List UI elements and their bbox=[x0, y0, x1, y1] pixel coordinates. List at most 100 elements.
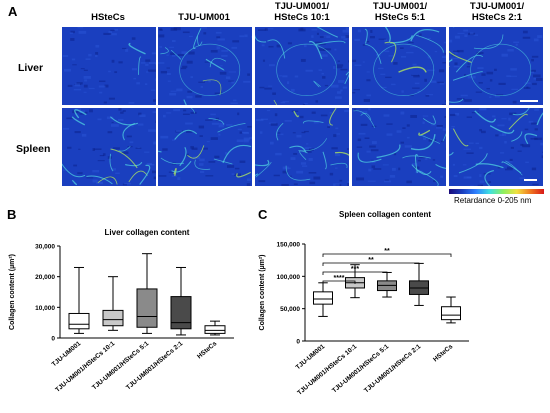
x-tick-label: TJU-UM001/HSteCs 10:1 bbox=[296, 343, 358, 397]
texture-speck bbox=[497, 124, 505, 127]
collagen-fiber bbox=[128, 42, 146, 55]
texture-speck bbox=[279, 75, 282, 77]
texture-speck bbox=[85, 58, 91, 61]
liver-collagen-chart: 0 10,000 20,000 30,000 Collagen content (µm²… bbox=[9, 244, 234, 394]
collagen-fiber bbox=[416, 34, 444, 53]
y-tick-label: 30,000 bbox=[35, 244, 55, 251]
texture-speck bbox=[500, 152, 505, 154]
texture-speck bbox=[115, 172, 120, 175]
texture-speck bbox=[214, 92, 223, 95]
texture-speck bbox=[153, 99, 156, 102]
texture-speck bbox=[268, 45, 274, 48]
texture-speck bbox=[386, 43, 390, 46]
texture-speck bbox=[430, 80, 437, 83]
texture-speck bbox=[92, 148, 95, 151]
scale-bar-spleen bbox=[524, 179, 537, 181]
texture-speck bbox=[162, 114, 166, 118]
texture-speck bbox=[176, 88, 183, 92]
texture-speck bbox=[368, 168, 372, 172]
nodule-outline bbox=[470, 43, 532, 96]
texture-speck bbox=[273, 174, 280, 177]
texture-speck bbox=[220, 65, 223, 67]
texture-speck bbox=[282, 75, 288, 78]
x-tick-label: TJU-UM001/HSteCs 5:1 bbox=[331, 343, 391, 395]
texture-speck bbox=[489, 79, 493, 82]
texture-speck bbox=[300, 27, 304, 31]
tile-texture bbox=[352, 108, 446, 186]
texture-speck bbox=[117, 118, 124, 122]
box bbox=[170, 296, 192, 330]
tile-texture bbox=[352, 27, 446, 105]
collagen-fiber bbox=[435, 163, 446, 169]
texture-speck bbox=[427, 55, 431, 59]
texture-speck bbox=[270, 123, 278, 126]
texture-speck bbox=[288, 167, 291, 170]
texture-speck bbox=[512, 100, 517, 104]
texture-speck bbox=[122, 183, 127, 186]
texture-speck bbox=[182, 31, 190, 34]
texture-speck bbox=[114, 28, 119, 31]
texture-speck bbox=[352, 92, 356, 94]
texture-speck bbox=[367, 180, 376, 182]
texture-speck bbox=[159, 28, 163, 31]
collagen-fiber bbox=[190, 108, 195, 114]
texture-speck bbox=[144, 83, 148, 86]
texture-speck bbox=[133, 77, 137, 80]
texture-speck bbox=[520, 143, 524, 146]
tile-texture bbox=[255, 27, 349, 105]
texture-speck bbox=[466, 152, 474, 154]
texture-speck bbox=[219, 122, 225, 126]
texture-speck bbox=[404, 145, 412, 148]
texture-speck bbox=[444, 115, 446, 118]
texture-speck bbox=[231, 81, 235, 84]
texture-speck bbox=[201, 27, 207, 29]
texture-speck bbox=[176, 130, 182, 133]
texture-speck bbox=[210, 113, 216, 116]
texture-speck bbox=[308, 157, 313, 161]
texture-speck bbox=[122, 47, 127, 50]
significance-label: *** bbox=[351, 266, 359, 273]
texture-speck bbox=[463, 176, 472, 179]
tile-background bbox=[62, 27, 156, 105]
collagen-fiber bbox=[299, 150, 308, 160]
texture-speck bbox=[449, 39, 453, 43]
panel-label-a: A bbox=[8, 4, 18, 19]
texture-speck bbox=[331, 147, 338, 150]
texture-speck bbox=[293, 183, 298, 185]
texture-speck bbox=[92, 170, 100, 173]
texture-speck bbox=[422, 115, 429, 117]
texture-speck bbox=[466, 116, 472, 118]
tile-texture bbox=[62, 27, 156, 105]
texture-speck bbox=[118, 108, 122, 111]
collagen-fiber bbox=[364, 28, 368, 44]
texture-speck bbox=[113, 147, 120, 150]
texture-speck bbox=[118, 61, 123, 64]
collagen-fiber bbox=[139, 164, 151, 185]
texture-speck bbox=[237, 112, 240, 116]
texture-speck bbox=[426, 94, 434, 96]
texture-speck bbox=[331, 84, 339, 88]
texture-speck bbox=[417, 90, 421, 93]
texture-speck bbox=[340, 89, 343, 92]
texture-speck bbox=[99, 155, 105, 157]
collagen-fiber bbox=[285, 165, 311, 181]
texture-speck bbox=[93, 148, 102, 150]
texture-speck bbox=[268, 85, 273, 87]
texture-speck bbox=[282, 101, 289, 103]
texture-speck bbox=[499, 134, 504, 136]
texture-speck bbox=[336, 133, 341, 135]
texture-speck bbox=[335, 127, 339, 130]
texture-speck bbox=[314, 41, 323, 44]
collagen-fiber bbox=[411, 164, 432, 175]
texture-speck bbox=[95, 54, 98, 58]
texture-speck bbox=[67, 84, 73, 87]
texture-speck bbox=[261, 44, 265, 47]
texture-speck bbox=[111, 59, 115, 63]
texture-speck bbox=[88, 53, 92, 57]
texture-speck bbox=[160, 135, 169, 139]
collagen-fiber bbox=[449, 151, 454, 156]
texture-speck bbox=[475, 142, 479, 145]
texture-speck bbox=[236, 139, 244, 143]
texture-speck bbox=[533, 74, 541, 78]
texture-speck bbox=[370, 149, 379, 152]
